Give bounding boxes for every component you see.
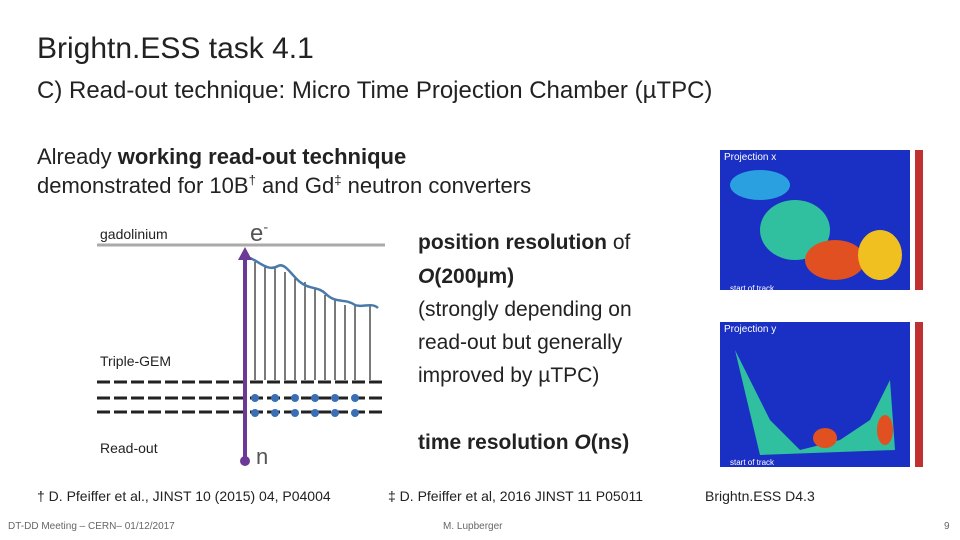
text-line: O(200µm)	[418, 266, 514, 287]
projection-x-plot	[705, 145, 940, 303]
page-number: 9	[944, 521, 950, 532]
text: e	[250, 220, 264, 247]
text: Already	[37, 144, 118, 169]
text-line: improved by µTPC)	[418, 364, 600, 387]
text-line: read-out but generally	[418, 331, 623, 354]
avalanche-dots	[251, 394, 359, 417]
text: (ns)	[590, 431, 630, 454]
intro-line: demonstrated for 10B† and Gd‡ neutron co…	[37, 172, 532, 198]
drift-lines	[254, 262, 371, 380]
text: neutron converters	[341, 173, 532, 198]
electron-label: e-	[250, 220, 269, 247]
title: Brightn.ESS task 4.1	[37, 32, 314, 65]
diagram-label: Triple-GEM	[100, 353, 172, 369]
footer-left: DT-DD Meeting – CERN– 01/12/2017	[8, 521, 175, 532]
electron-track	[249, 256, 379, 310]
text: demonstrated for 10B	[37, 173, 249, 198]
plot-label: Projection x	[724, 152, 777, 163]
text: (200µm)	[434, 265, 515, 288]
text: -	[263, 220, 269, 236]
diagram-label: Read-out	[100, 440, 158, 456]
text: time resolution	[418, 431, 575, 454]
italic-text: O	[418, 265, 435, 288]
footer-author: M. Lupberger	[443, 521, 503, 532]
plot-annotation: start of track	[730, 458, 775, 467]
footnote[interactable]: ‡ D. Pfeiffer et al, 2016 JINST 11 P0501…	[388, 488, 644, 504]
footnote[interactable]: † D. Pfeiffer et al., JINST 10 (2015) 04…	[37, 488, 331, 504]
plot-annotation: start of track	[730, 284, 775, 293]
text-line: time resolution O(ns)	[418, 432, 629, 453]
neutron-label: n	[256, 444, 269, 469]
text: of	[607, 231, 631, 254]
bold-text: position resolution	[418, 231, 607, 254]
text: and Gd	[255, 173, 335, 198]
subtitle: C) Read-out technique: Micro Time Projec…	[37, 77, 713, 104]
italic-text: O	[574, 431, 591, 454]
plot-label: Projection y	[724, 324, 777, 335]
text-line: position resolution of	[418, 232, 630, 253]
projection-y-plot	[705, 318, 940, 473]
diagram-label: gadolinium	[100, 226, 168, 242]
neutron-dot	[240, 456, 250, 466]
gem-foils	[97, 380, 385, 414]
footnote-mark: ‡	[334, 172, 342, 188]
intro-line: Already working read-out technique	[37, 146, 406, 168]
footnote-mark: †	[248, 172, 256, 188]
text-line: (strongly depending on	[418, 298, 632, 321]
bold-text: working read-out technique	[117, 144, 407, 169]
footnote[interactable]: Brightn.ESS D4.3	[705, 488, 815, 504]
neutron-arrowhead	[238, 247, 252, 260]
